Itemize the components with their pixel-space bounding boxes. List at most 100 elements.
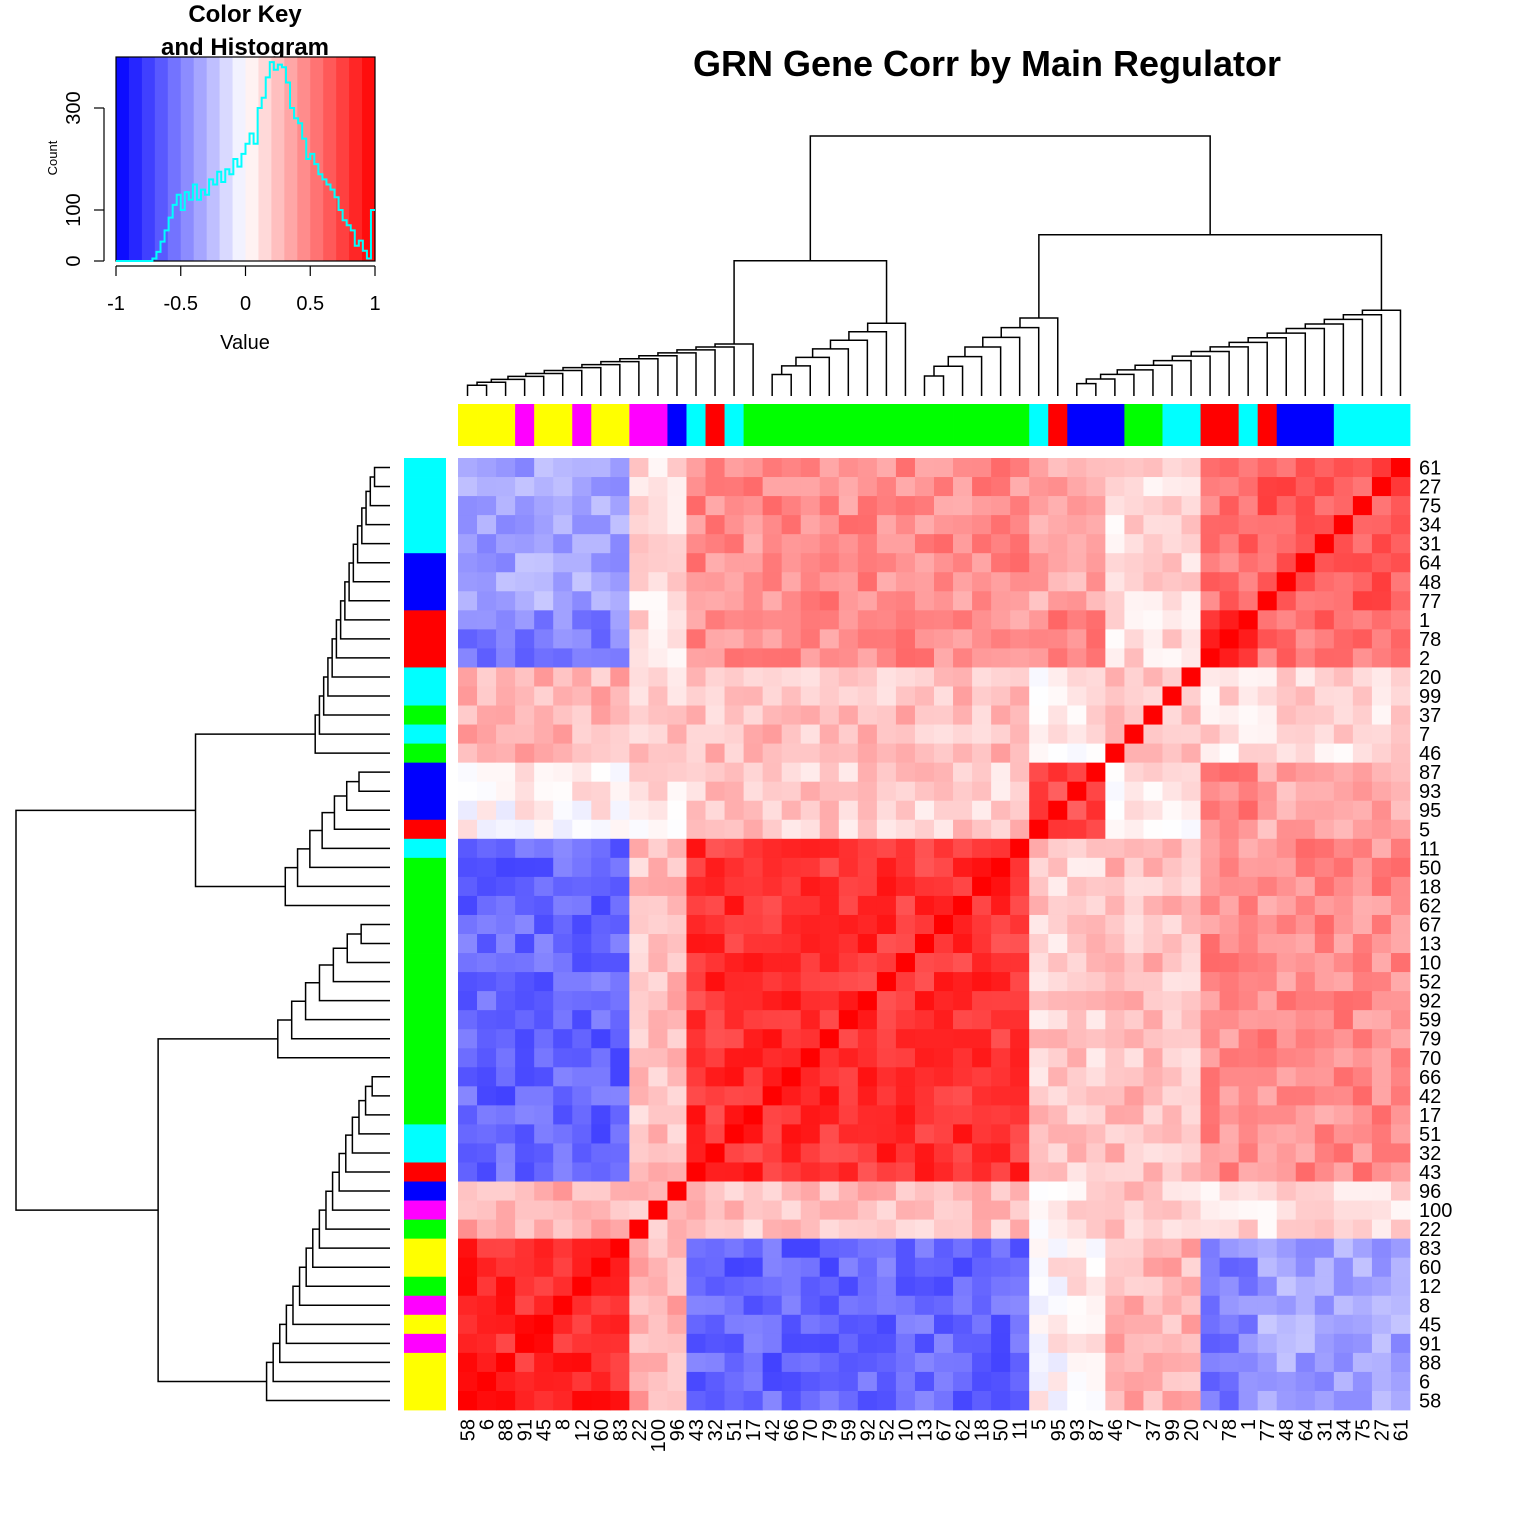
heatmap-cell: [534, 458, 554, 478]
heatmap-cell: [458, 991, 478, 1011]
heatmap-cell: [972, 572, 992, 592]
heatmap-cell: [1029, 1029, 1049, 1049]
heatmap-cell: [876, 1162, 897, 1182]
heatmap-cell: [953, 1200, 973, 1220]
heatmap-cell: [458, 477, 478, 497]
heatmap-cell: [1105, 705, 1125, 725]
heatmap-cell: [800, 477, 821, 497]
heatmap-cell: [477, 914, 497, 935]
heatmap-cell: [1371, 1048, 1392, 1068]
heatmap-cell: [781, 1390, 802, 1411]
heatmap-cell: [1352, 1067, 1373, 1087]
heatmap-cell: [705, 1010, 725, 1030]
heatmap-cell: [991, 1067, 1011, 1087]
heatmap-cell: [667, 1200, 687, 1220]
heatmap-cell: [667, 1029, 687, 1049]
heatmap-cell: [1181, 686, 1201, 706]
heatmap-cell: [914, 1181, 935, 1201]
heatmap-cell: [1390, 1048, 1411, 1068]
heatmap-cell: [1162, 629, 1182, 649]
heatmap-cell: [1371, 515, 1392, 535]
heatmap-cell: [496, 724, 516, 744]
heatmap-cell: [610, 1219, 630, 1240]
heatmap-cell: [1238, 1295, 1259, 1316]
heatmap-cell: [1371, 610, 1392, 630]
heatmap-cell: [496, 1219, 516, 1240]
heatmap-cell: [572, 1219, 592, 1240]
heatmap-cell: [534, 667, 554, 687]
heatmap-cell: [610, 857, 630, 878]
heatmap-cell: [629, 686, 649, 706]
heatmap-cell: [1238, 914, 1259, 935]
heatmap-cell: [1200, 629, 1220, 649]
heatmap-cell: [1010, 876, 1030, 897]
heatmap-cell: [1029, 800, 1049, 821]
heatmap-cell: [648, 876, 668, 897]
heatmap-cell: [686, 534, 706, 554]
heatmap-cell: [591, 648, 611, 668]
heatmap-cell: [1219, 705, 1240, 725]
heatmap-cell: [1352, 648, 1373, 668]
heatmap-cell: [477, 1238, 497, 1259]
heatmap-cell: [1390, 953, 1411, 973]
heatmap-cell: [1181, 591, 1201, 611]
heatmap-cell: [934, 477, 954, 497]
column-side-color-cell: [1181, 404, 1201, 446]
heatmap-cell: [1352, 1219, 1373, 1240]
heatmap-cell: [781, 1105, 802, 1125]
heatmap-cell: [857, 876, 878, 897]
heatmap-cell: [1257, 591, 1278, 611]
heatmap-cell: [686, 1371, 706, 1392]
heatmap-cell: [591, 1086, 611, 1106]
heatmap-cell: [1314, 857, 1335, 878]
heatmap-cell: [800, 800, 821, 821]
heatmap-cell: [876, 800, 897, 821]
heatmap-cell: [591, 553, 611, 573]
heatmap-cell: [1371, 1181, 1392, 1201]
row-dendrogram-branch: [194, 733, 316, 888]
heatmap-cell: [629, 705, 649, 725]
heatmap-cell: [496, 743, 516, 764]
heatmap-cell: [1200, 972, 1220, 992]
heatmap-cell: [496, 477, 516, 497]
heatmap-cell: [1352, 553, 1373, 573]
heatmap-cell: [1124, 1010, 1144, 1030]
heatmap-cell: [1390, 534, 1411, 554]
heatmap-cell: [1238, 800, 1259, 821]
heatmap-cell: [1371, 705, 1392, 725]
heatmap-cell: [1390, 991, 1411, 1011]
heatmap-cell: [895, 724, 916, 744]
heatmap-cell: [629, 800, 649, 821]
heatmap-cell: [1200, 876, 1220, 897]
heatmap-cell: [1200, 838, 1220, 859]
heatmap-cell: [934, 496, 954, 516]
heatmap-cell: [591, 572, 611, 592]
heatmap-cell: [1048, 458, 1068, 478]
heatmap-cell: [724, 991, 744, 1011]
heatmap-cell: [914, 1276, 935, 1297]
heatmap-cell: [1295, 934, 1316, 954]
row-side-color-cell: [404, 743, 446, 764]
heatmap-cell: [1010, 1333, 1030, 1354]
heatmap-cell: [1257, 800, 1278, 821]
heatmap-cell: [1162, 515, 1182, 535]
heatmap-cell: [1067, 876, 1087, 897]
heatmap-cell: [1276, 781, 1297, 802]
heatmap-cell: [1067, 781, 1087, 802]
heatmap-cell: [1238, 876, 1259, 897]
heatmap-cell: [591, 743, 611, 764]
heatmap-cell: [1352, 1162, 1373, 1182]
column-label: 10: [895, 1419, 917, 1441]
heatmap-cell: [857, 591, 878, 611]
heatmap-cell: [572, 553, 592, 573]
heatmap-cell: [477, 1010, 497, 1030]
heatmap-cell: [667, 991, 687, 1011]
heatmap-cell: [934, 1086, 954, 1106]
heatmap-cell: [610, 991, 630, 1011]
heatmap-cell: [1371, 762, 1392, 783]
heatmap-cell: [629, 667, 649, 687]
heatmap-cell: [934, 591, 954, 611]
row-side-color-cell: [404, 629, 446, 649]
heatmap-cell: [914, 667, 935, 687]
heatmap-cell: [1352, 838, 1373, 859]
